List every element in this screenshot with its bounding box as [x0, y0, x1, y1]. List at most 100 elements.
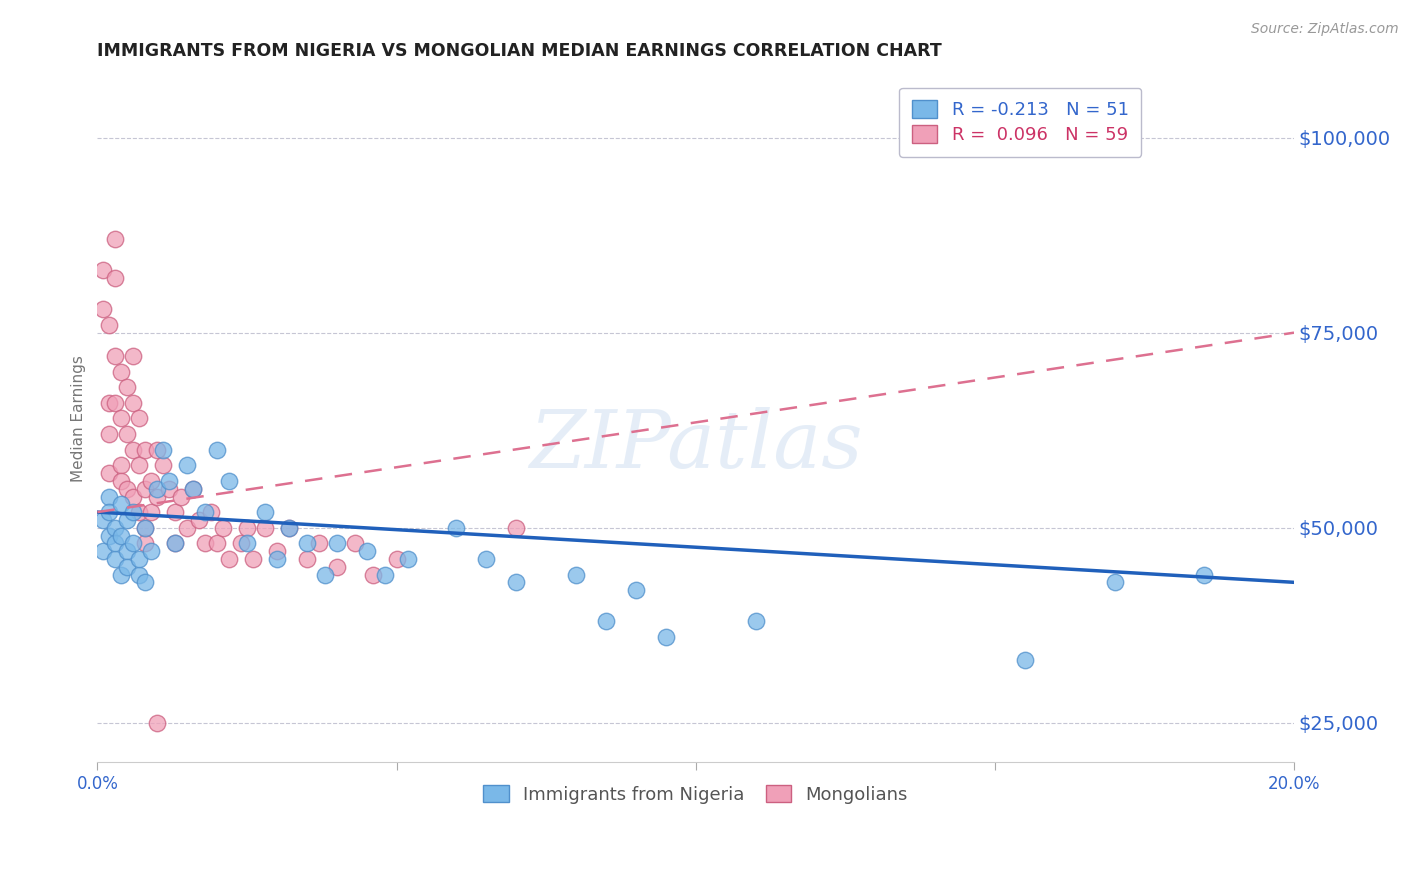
- Point: [128, 552, 150, 566]
- Point: [134, 482, 156, 496]
- Point: [104, 521, 127, 535]
- Point: [188, 513, 211, 527]
- Point: [325, 559, 347, 574]
- Point: [236, 521, 259, 535]
- Point: [398, 552, 420, 566]
- Point: [117, 427, 139, 442]
- Point: [374, 567, 396, 582]
- Point: [565, 567, 588, 582]
- Point: [104, 396, 127, 410]
- Point: [122, 349, 145, 363]
- Point: [122, 536, 145, 550]
- Point: [595, 615, 617, 629]
- Point: [277, 521, 299, 535]
- Point: [356, 544, 378, 558]
- Point: [1104, 575, 1126, 590]
- Point: [295, 536, 318, 550]
- Point: [165, 536, 187, 550]
- Point: [98, 505, 121, 519]
- Point: [218, 474, 240, 488]
- Point: [98, 318, 121, 332]
- Point: [266, 552, 288, 566]
- Point: [624, 583, 647, 598]
- Point: [122, 490, 145, 504]
- Point: [117, 559, 139, 574]
- Point: [181, 482, 204, 496]
- Point: [266, 544, 288, 558]
- Point: [146, 490, 169, 504]
- Point: [1014, 653, 1036, 667]
- Point: [141, 505, 163, 519]
- Y-axis label: Median Earnings: Median Earnings: [72, 355, 86, 482]
- Point: [117, 544, 139, 558]
- Point: [229, 536, 252, 550]
- Point: [110, 474, 132, 488]
- Point: [134, 521, 156, 535]
- Point: [1194, 567, 1216, 582]
- Point: [295, 552, 318, 566]
- Point: [152, 458, 174, 473]
- Point: [385, 552, 408, 566]
- Point: [91, 513, 114, 527]
- Point: [122, 505, 145, 519]
- Point: [165, 505, 187, 519]
- Point: [446, 521, 468, 535]
- Point: [122, 442, 145, 457]
- Point: [98, 427, 121, 442]
- Point: [122, 396, 145, 410]
- Point: [146, 482, 169, 496]
- Point: [117, 513, 139, 527]
- Point: [110, 458, 132, 473]
- Point: [146, 715, 169, 730]
- Point: [128, 505, 150, 519]
- Point: [157, 474, 180, 488]
- Point: [194, 536, 217, 550]
- Point: [194, 505, 217, 519]
- Point: [212, 521, 235, 535]
- Point: [104, 232, 127, 246]
- Point: [181, 482, 204, 496]
- Point: [104, 552, 127, 566]
- Point: [655, 630, 678, 644]
- Point: [343, 536, 366, 550]
- Point: [128, 567, 150, 582]
- Point: [98, 396, 121, 410]
- Point: [110, 497, 132, 511]
- Point: [141, 474, 163, 488]
- Point: [104, 271, 127, 285]
- Point: [157, 482, 180, 496]
- Point: [134, 536, 156, 550]
- Point: [134, 442, 156, 457]
- Point: [205, 442, 228, 457]
- Point: [242, 552, 264, 566]
- Point: [134, 521, 156, 535]
- Point: [104, 536, 127, 550]
- Point: [236, 536, 259, 550]
- Point: [128, 458, 150, 473]
- Point: [98, 528, 121, 542]
- Point: [744, 615, 766, 629]
- Point: [505, 575, 527, 590]
- Point: [314, 567, 336, 582]
- Point: [110, 411, 132, 425]
- Point: [117, 380, 139, 394]
- Point: [117, 482, 139, 496]
- Point: [146, 442, 169, 457]
- Point: [205, 536, 228, 550]
- Point: [218, 552, 240, 566]
- Point: [104, 349, 127, 363]
- Point: [152, 442, 174, 457]
- Point: [253, 521, 276, 535]
- Point: [253, 505, 276, 519]
- Point: [176, 521, 198, 535]
- Point: [91, 544, 114, 558]
- Legend: Immigrants from Nigeria, Mongolians: Immigrants from Nigeria, Mongolians: [472, 774, 920, 814]
- Point: [134, 575, 156, 590]
- Point: [176, 458, 198, 473]
- Point: [141, 544, 163, 558]
- Point: [170, 490, 193, 504]
- Text: Source: ZipAtlas.com: Source: ZipAtlas.com: [1251, 22, 1399, 37]
- Point: [128, 411, 150, 425]
- Text: ZIPatlas: ZIPatlas: [529, 408, 862, 484]
- Point: [361, 567, 384, 582]
